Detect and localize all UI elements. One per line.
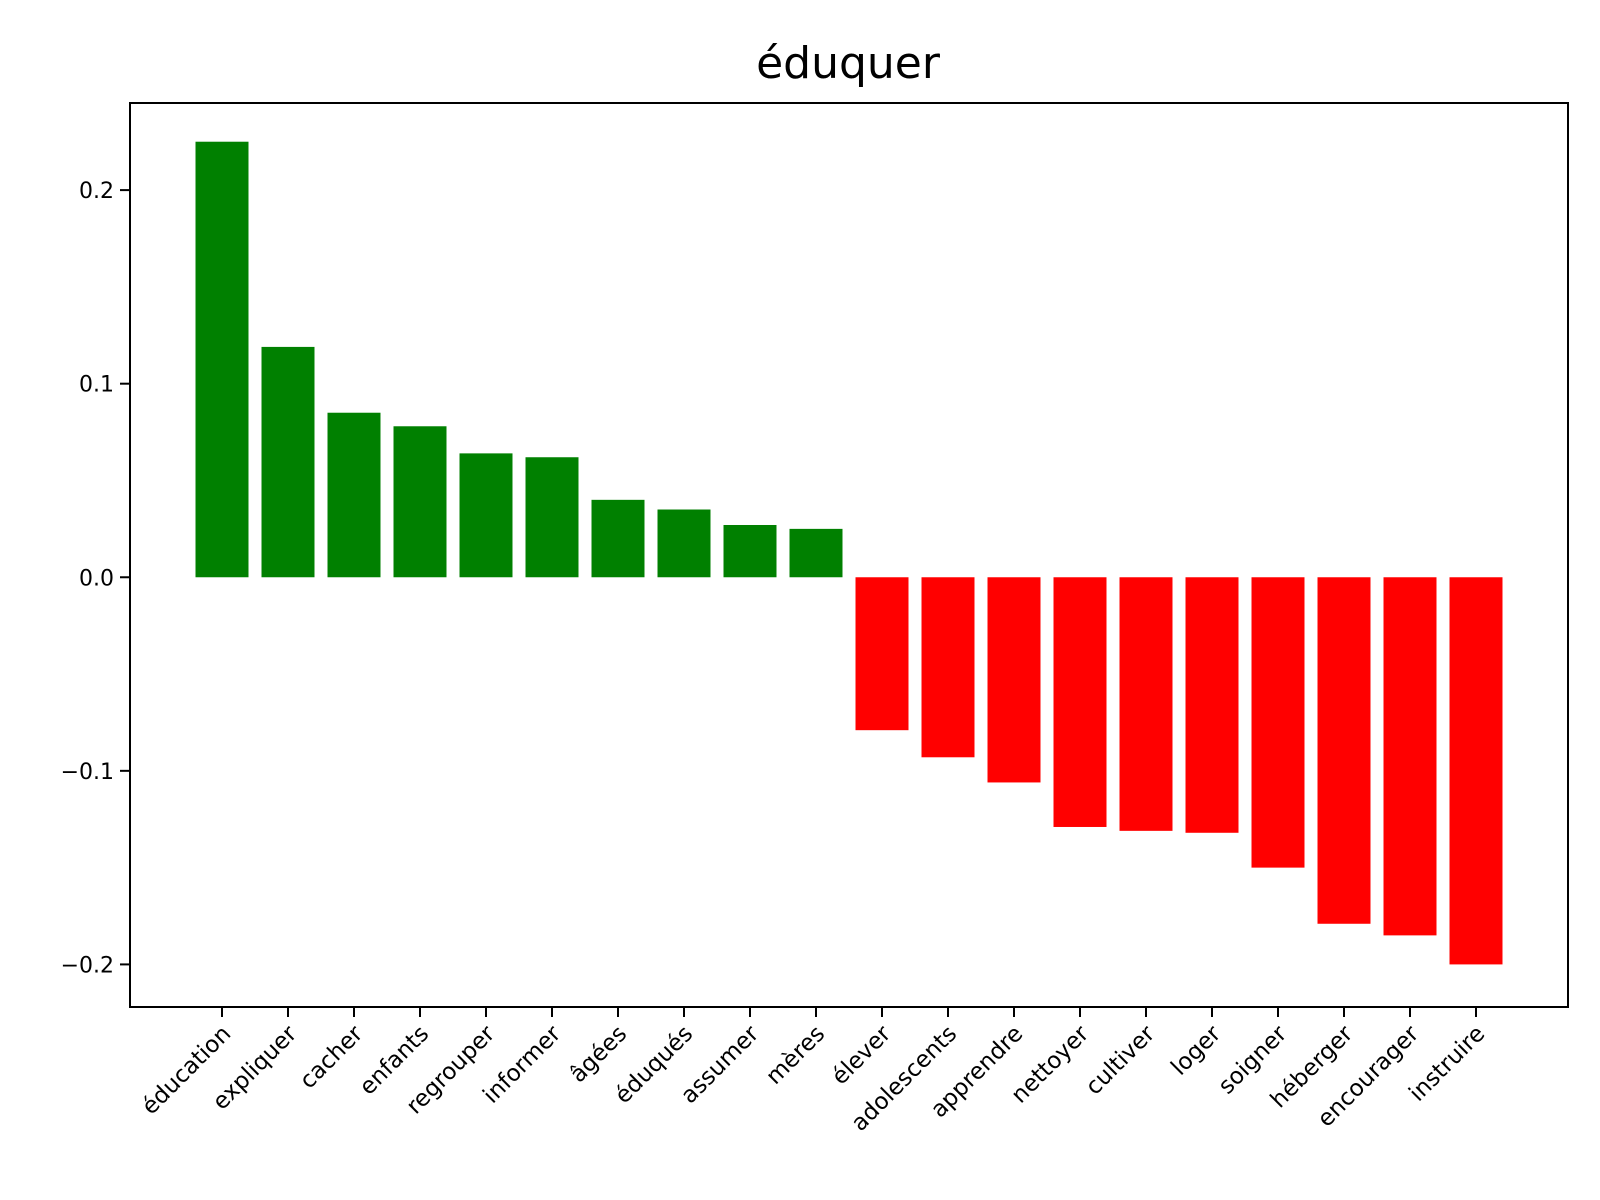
- y-tick-label: 0.0: [79, 566, 114, 591]
- x-tick-label: cultiver: [1081, 1020, 1161, 1100]
- bar-expliquer: [261, 346, 315, 578]
- bar-loger: [1185, 577, 1239, 833]
- bar-cacher: [327, 412, 381, 578]
- plot-area-frame: [129, 102, 1569, 1008]
- bar-éduqués: [657, 509, 711, 578]
- bar-informer: [525, 457, 579, 578]
- y-tick-label: −0.2: [61, 953, 114, 978]
- y-tick-label: 0.2: [79, 179, 114, 204]
- x-tick-label: loger: [1166, 1020, 1226, 1080]
- bar-regrouper: [459, 453, 513, 578]
- bar-cultiver: [1119, 577, 1173, 831]
- x-tick-label: mères: [761, 1021, 830, 1090]
- bars-group: [195, 141, 1503, 965]
- bar-éducation: [195, 141, 249, 578]
- bar-mères: [789, 528, 843, 578]
- bar-assumer: [723, 524, 777, 578]
- bar-nettoyer: [1053, 577, 1107, 827]
- bar-héberger: [1317, 577, 1371, 924]
- bar-apprendre: [987, 577, 1041, 783]
- x-axis: éducationexpliquercacherenfantsregrouper…: [137, 1007, 1490, 1137]
- chart-title: éduquer: [756, 38, 941, 89]
- bar-instruire: [1449, 577, 1503, 965]
- bar-élever: [855, 577, 909, 731]
- bar-soigner: [1251, 577, 1305, 868]
- y-tick-label: −0.1: [61, 760, 114, 785]
- y-axis: 0.2 0.1 0.0 −0.1 −0.2: [61, 179, 130, 978]
- y-tick-label: 0.1: [79, 373, 114, 398]
- bar-encourager: [1383, 577, 1437, 936]
- bar-adolescents: [921, 577, 975, 758]
- bar-enfants: [393, 426, 447, 578]
- bar-âgées: [591, 499, 645, 578]
